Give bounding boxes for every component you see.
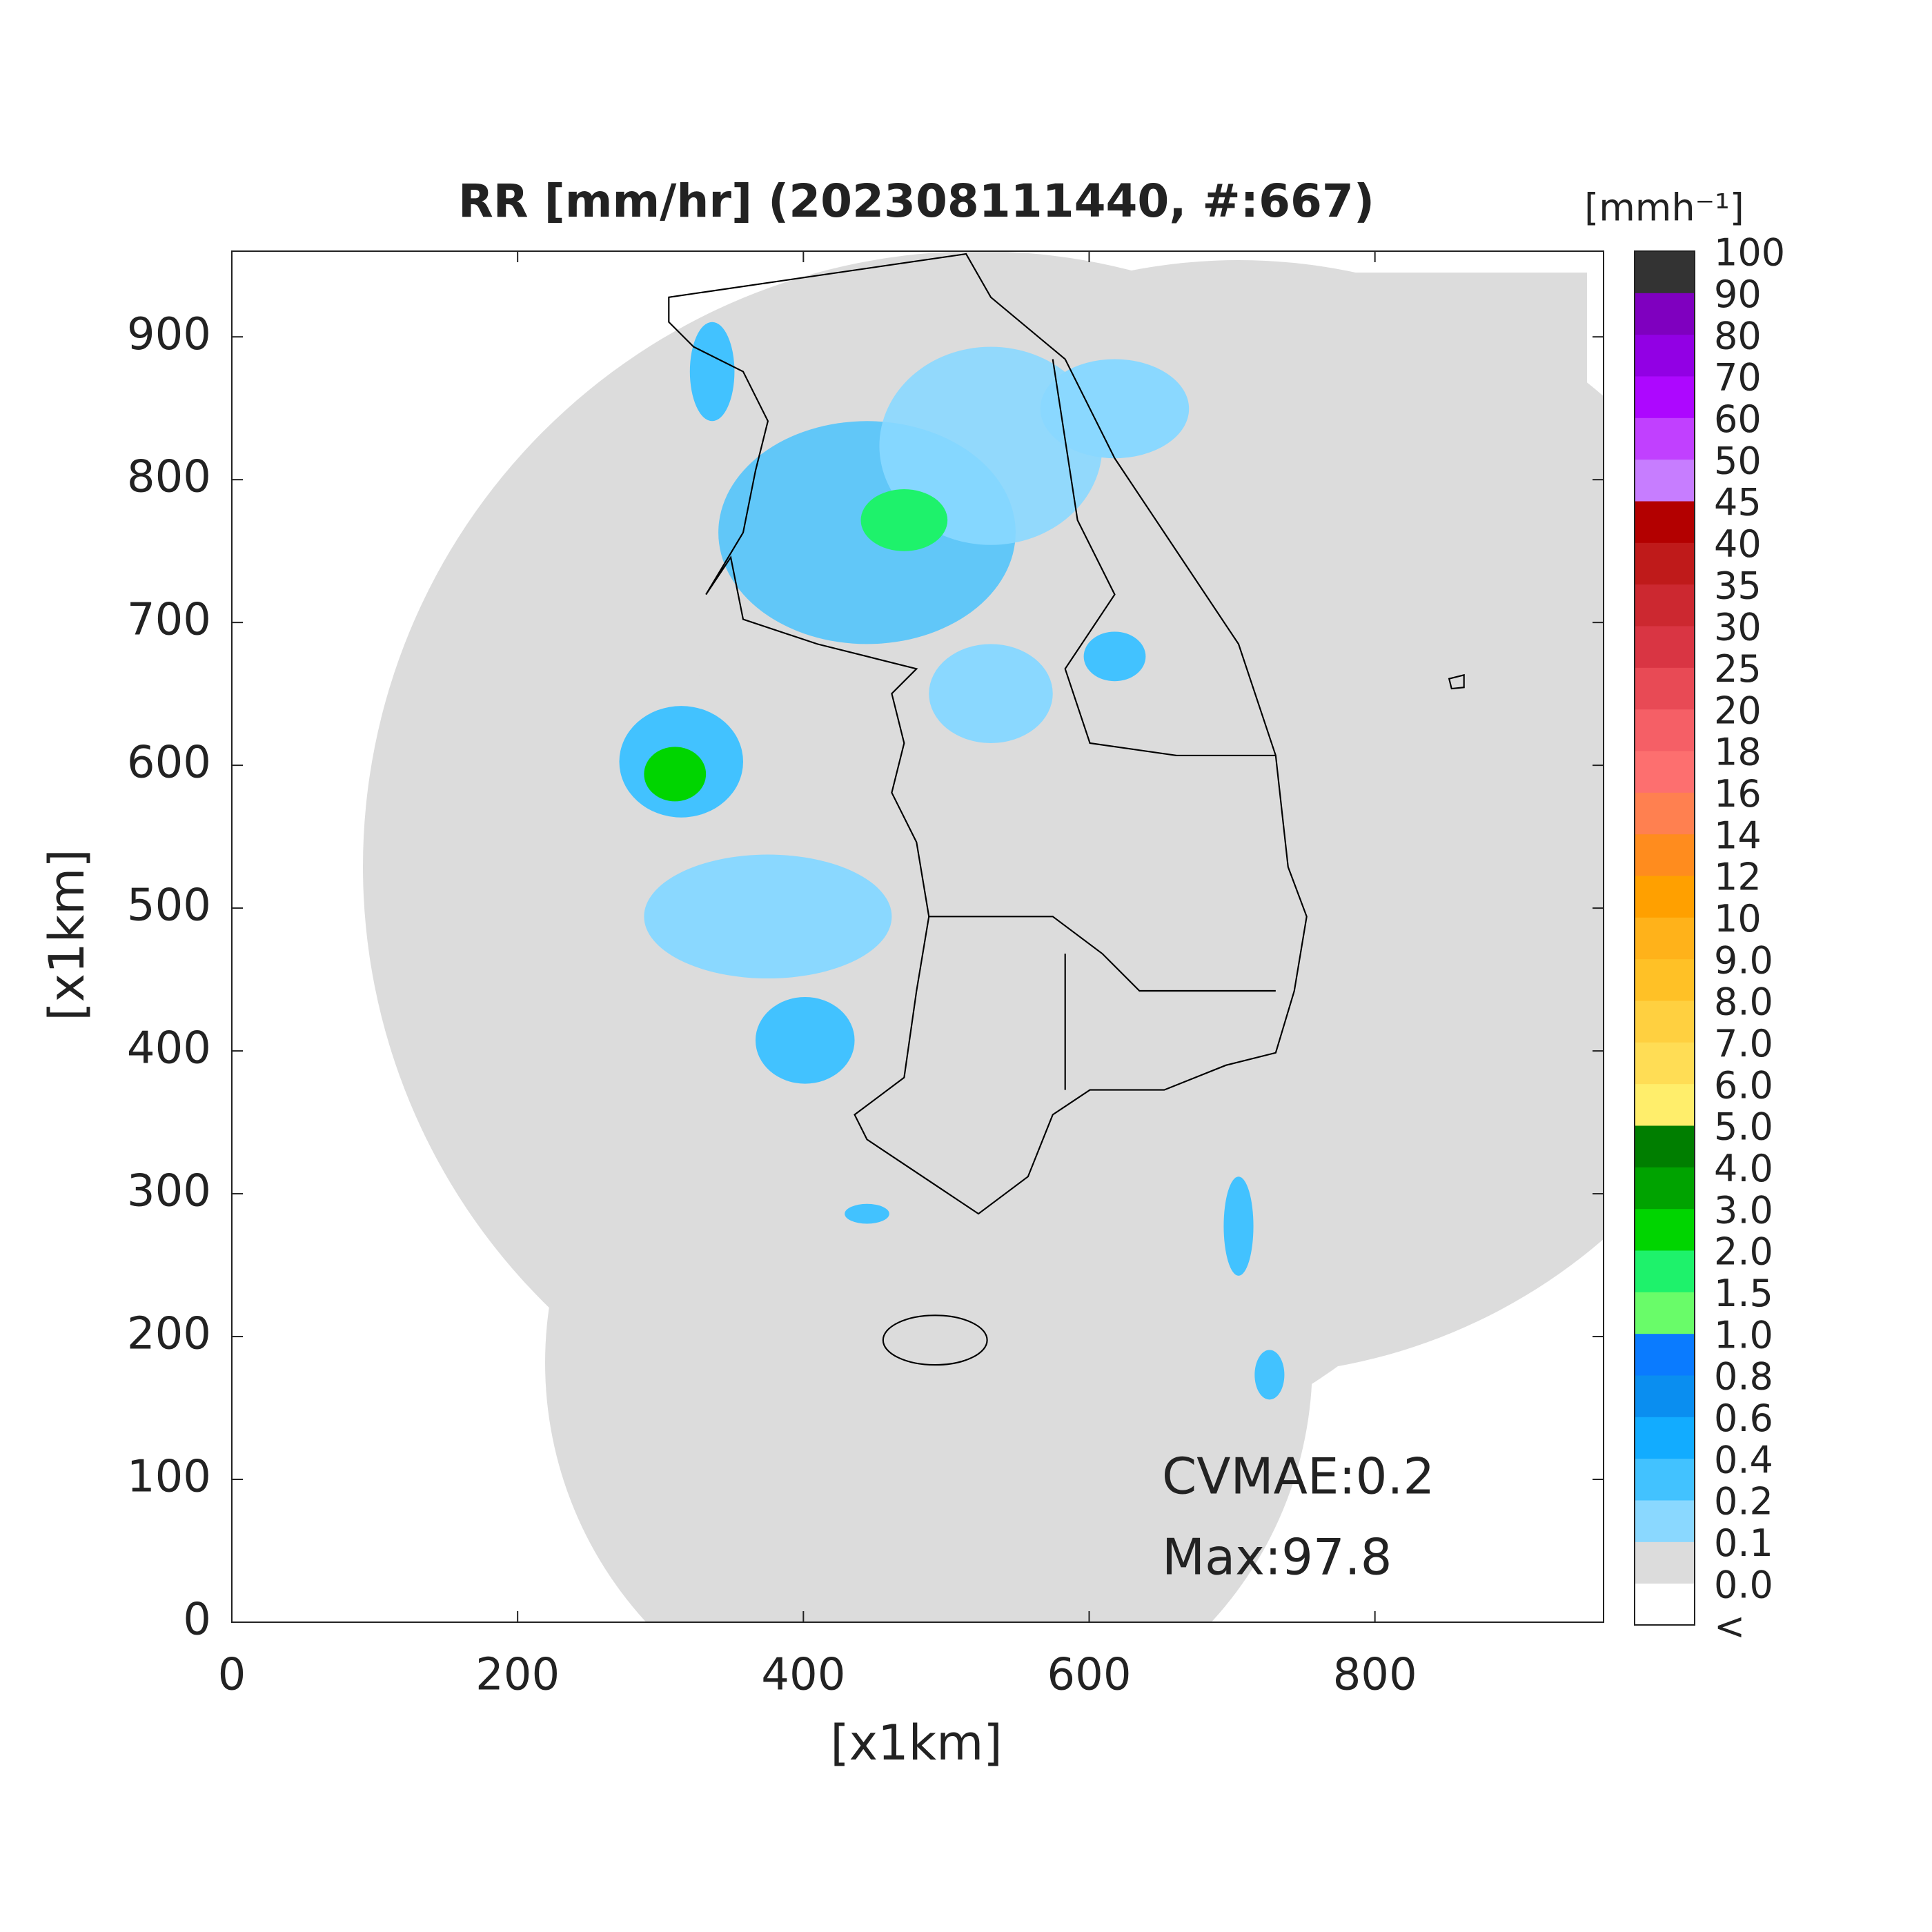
colorbar-bin — [1635, 417, 1695, 460]
colorbar-bin — [1635, 709, 1695, 751]
colorbar-tick-label: 100 — [1714, 231, 1785, 275]
y-tick-label: 200 — [127, 1309, 211, 1360]
colorbar-bin — [1635, 293, 1695, 335]
colorbar-tick-label: 7.0 — [1714, 1022, 1773, 1065]
y-tick-label: 600 — [127, 738, 211, 789]
colorbar-bin — [1635, 1500, 1695, 1542]
colorbar-bin — [1635, 1417, 1695, 1459]
colorbar-tick-label: 5.0 — [1714, 1105, 1773, 1149]
colorbar-tick-label: 90 — [1714, 273, 1762, 316]
colorbar-tick-label: 80 — [1714, 314, 1762, 357]
colorbar-label: [mmh⁻¹] — [1584, 186, 1744, 230]
colorbar-tick-label: 25 — [1714, 647, 1762, 691]
colorbar-tick-label: 14 — [1714, 814, 1762, 857]
colorbar-tick-label: 12 — [1714, 856, 1762, 899]
colorbar-bin — [1635, 1541, 1695, 1584]
colorbar-bin — [1635, 876, 1695, 918]
colorbar-bin — [1635, 751, 1695, 793]
colorbar-tick-label: 0.2 — [1714, 1480, 1773, 1524]
colorbar-tick-label: 0.4 — [1714, 1438, 1773, 1481]
colorbar-tick-label: 0.8 — [1714, 1355, 1773, 1399]
colorbar-bin — [1635, 1292, 1695, 1334]
colorbar-bin — [1635, 1125, 1695, 1167]
colorbar-tick-label: 9.0 — [1714, 938, 1773, 982]
coastline — [668, 253, 1465, 1366]
colorbar-bin — [1635, 584, 1695, 627]
colorbar-tick-label: 30 — [1714, 606, 1762, 649]
colorbar-tick-label: 6.0 — [1714, 1063, 1773, 1107]
colorbar-tick-label: 16 — [1714, 772, 1762, 816]
colorbar-bin — [1635, 917, 1695, 960]
colorbar-tick-label: 2.0 — [1714, 1230, 1773, 1274]
colorbar-tick-label: 0.0 — [1714, 1563, 1773, 1606]
colorbar-tick-label: 20 — [1714, 689, 1762, 732]
colorbar-tick-label: 1.0 — [1714, 1313, 1773, 1357]
colorbar-tick-label: 60 — [1714, 397, 1762, 441]
colorbar-tick-label: 1.5 — [1714, 1272, 1773, 1315]
colorbar-tick-label: 50 — [1714, 439, 1762, 482]
colorbar-tick-label: 45 — [1714, 481, 1762, 524]
radar-map — [363, 251, 1604, 1622]
colorbar-bin — [1635, 1458, 1695, 1501]
colorbar-tick-label: 70 — [1714, 356, 1762, 400]
colorbar-bin — [1635, 667, 1695, 710]
x-tick-label: 0 — [218, 1650, 246, 1701]
chart-title: RR [mm/hr] (202308111440, #:667) — [458, 175, 1374, 228]
colorbar-bin — [1635, 1000, 1695, 1043]
rain-areas — [619, 322, 1285, 1400]
colorbar-bin — [1635, 834, 1695, 876]
colorbar-bin — [1635, 1333, 1695, 1376]
colorbar-bin — [1635, 251, 1695, 293]
y-tick-label: 300 — [127, 1166, 211, 1217]
colorbar-bin — [1635, 1208, 1695, 1251]
colorbar-bin — [1635, 958, 1695, 1001]
colorbar-bin — [1635, 1583, 1695, 1626]
colorbar-bin — [1635, 626, 1695, 668]
colorbar-tick-label: 10 — [1714, 897, 1762, 940]
y-tick-label: 500 — [127, 880, 211, 931]
colorbar-bin — [1635, 376, 1695, 418]
colorbar-tick-label: < — [1714, 1605, 1745, 1648]
x-tick-label: 200 — [475, 1650, 560, 1701]
colorbar-frame — [1634, 250, 1695, 1626]
colorbar-tick-label: 0.1 — [1714, 1521, 1773, 1565]
annotation: Max:97.8 — [1162, 1528, 1392, 1586]
colorbar-bin — [1635, 1042, 1695, 1085]
colorbar-bin — [1635, 792, 1695, 835]
colorbar-bin — [1635, 542, 1695, 585]
colorbar-tick-label: 4.0 — [1714, 1147, 1773, 1190]
colorbar-tick-label: 35 — [1714, 564, 1762, 607]
colorbar-bin — [1635, 1167, 1695, 1210]
colorbar-bin — [1635, 334, 1695, 377]
y-axis-label: [x1km] — [39, 849, 95, 1021]
coverage — [363, 251, 1604, 1622]
x-axis-label: [x1km] — [830, 1715, 1002, 1771]
colorbar-tick-label: 40 — [1714, 522, 1762, 566]
colorbar-tick-label: 18 — [1714, 731, 1762, 774]
axes-frame — [231, 250, 1604, 1623]
x-tick-label: 600 — [1047, 1650, 1131, 1701]
y-tick-label: 800 — [127, 452, 211, 503]
x-tick-label: 800 — [1333, 1650, 1417, 1701]
y-tick-label: 400 — [127, 1023, 211, 1074]
colorbar-tick-label: 0.6 — [1714, 1397, 1773, 1440]
colorbar-tick-label: 3.0 — [1714, 1188, 1773, 1232]
y-tick-label: 900 — [127, 309, 211, 360]
colorbar-tick-label: 8.0 — [1714, 980, 1773, 1024]
colorbar-bin — [1635, 459, 1695, 502]
colorbar-bin — [1635, 501, 1695, 543]
y-tick-label: 700 — [127, 595, 211, 646]
x-tick-label: 400 — [761, 1650, 845, 1701]
colorbar-bin — [1635, 1375, 1695, 1417]
y-tick-label: 100 — [127, 1452, 211, 1503]
colorbar-bin — [1635, 1250, 1695, 1292]
annotation: CVMAE:0.2 — [1162, 1448, 1435, 1506]
y-tick-label: 0 — [183, 1595, 211, 1646]
colorbar-bin — [1635, 1083, 1695, 1126]
